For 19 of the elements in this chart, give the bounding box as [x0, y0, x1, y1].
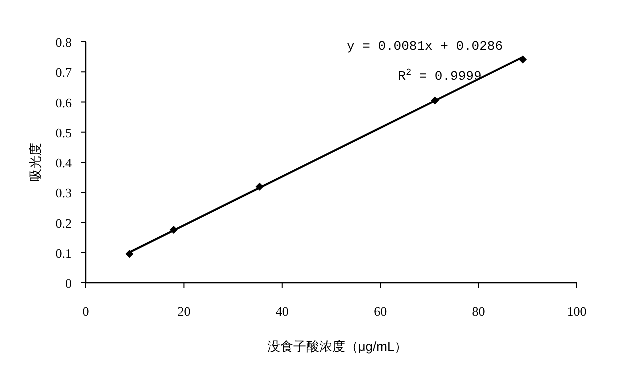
y-tick-label: 0.2 [56, 216, 72, 231]
y-tick-label: 0.8 [56, 35, 72, 50]
x-tick-label: 80 [472, 304, 486, 319]
y-axis-title: 吸光度 [28, 143, 43, 182]
x-axis-title: 没食子酸浓度（μg/mL） [267, 339, 408, 354]
y-tick-label: 0.3 [56, 186, 72, 201]
x-tick-label: 40 [276, 304, 289, 319]
y-tick-label: 0.5 [56, 125, 72, 140]
y-tick-label: 0.1 [56, 246, 72, 261]
y-tick-label: 0.4 [56, 156, 72, 170]
x-tick-label: 0 [82, 304, 90, 319]
x-tick-label: 100 [567, 304, 587, 319]
y-tick-label: 0.7 [56, 65, 72, 80]
x-tick-label: 60 [374, 304, 388, 319]
annotation: R$^{2}$ = 0.9999 [398, 66, 482, 84]
y-tick-label: 0 [66, 276, 72, 291]
x-tick-label: 20 [178, 304, 191, 319]
annotation: y = 0.0081x + 0.0286 [346, 39, 504, 54]
y-tick-label: 0.6 [56, 95, 72, 110]
